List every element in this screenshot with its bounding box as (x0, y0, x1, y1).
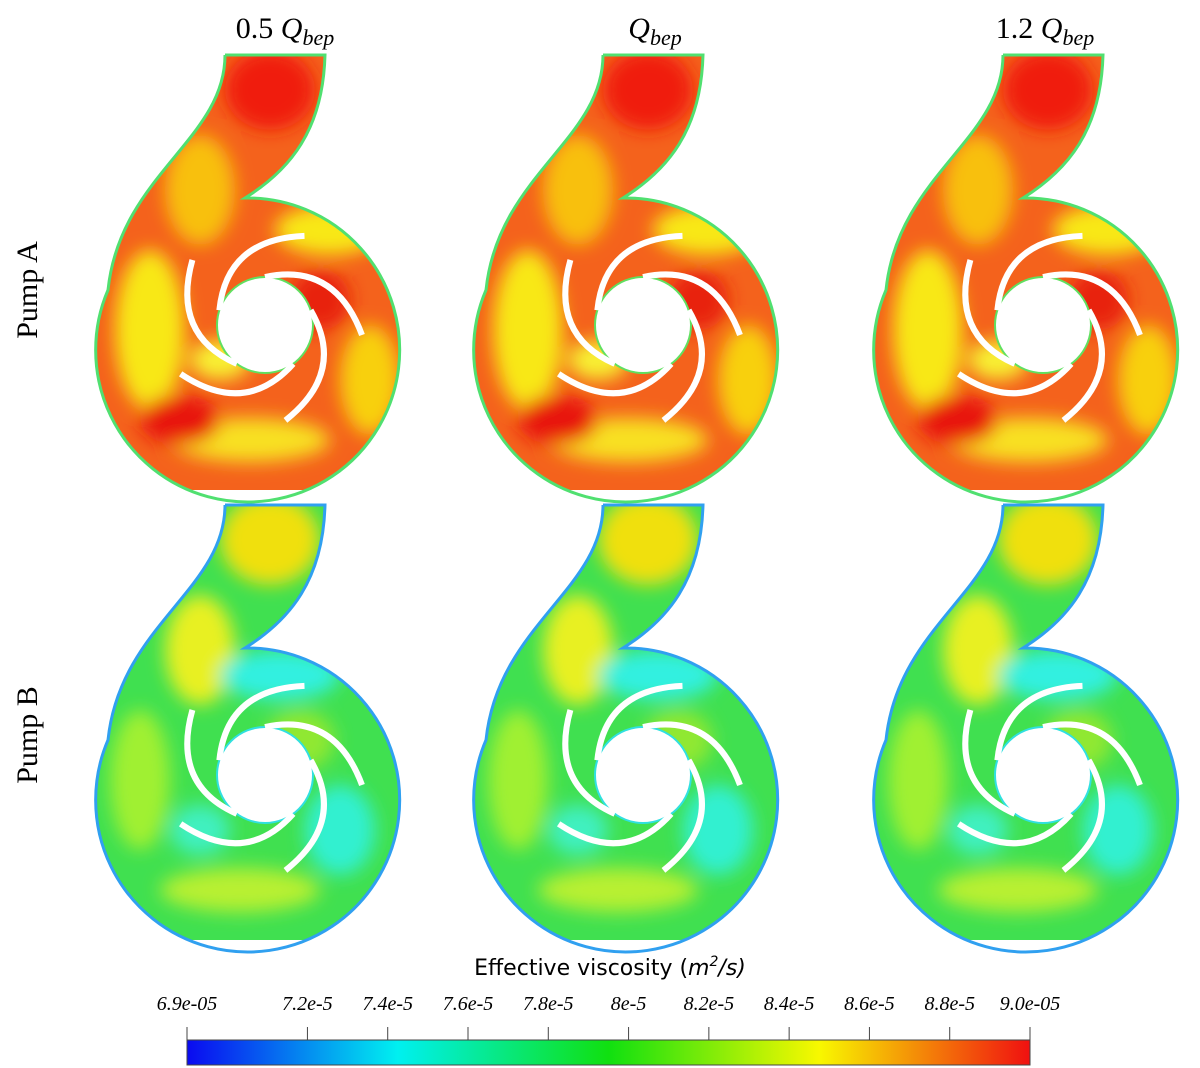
tick-label: 8.6e-5 (844, 993, 895, 1015)
subscript: bep (650, 25, 682, 50)
contour-plot (468, 490, 808, 952)
unit-exponent: 2 (709, 954, 718, 970)
tick-label: 8e-5 (611, 993, 647, 1015)
symbol: Q (281, 12, 303, 45)
tick-label: 8.8e-5 (924, 993, 975, 1015)
contour-plot (868, 490, 1200, 952)
tick-label: 9.0e-05 (1000, 993, 1061, 1015)
colorbar (186, 1039, 1031, 1066)
tick-label: 7.2e-5 (282, 993, 333, 1015)
unit-base: m (688, 956, 709, 981)
tick-label: 7.4e-5 (362, 993, 413, 1015)
column-header: 0.5 Qbep (236, 12, 334, 50)
coefficient: 1.2 (996, 12, 1034, 45)
tick-label: 7.6e-5 (443, 993, 494, 1015)
contour-plot (90, 40, 430, 502)
column-header: 1.2 Qbep (996, 12, 1094, 50)
symbol: Q (1041, 12, 1063, 45)
tick-label: 6.9e-05 (157, 993, 218, 1015)
row-label: Pump B (11, 686, 44, 784)
contour-plot (868, 40, 1200, 502)
colorbar-title: Effective viscosity (m2/s) (474, 954, 746, 981)
tick-label: 7.8e-5 (523, 993, 574, 1015)
column-header: Qbep (628, 12, 681, 50)
contour-plot (468, 40, 808, 502)
subscript: bep (302, 25, 334, 50)
coefficient: 0.5 (236, 12, 274, 45)
tick-label: 8.2e-5 (684, 993, 735, 1015)
symbol: Q (628, 12, 650, 45)
subscript: bep (1062, 25, 1094, 50)
contour-plot (90, 490, 430, 952)
row-label: Pump A (11, 241, 44, 339)
title-text: Effective viscosity ( (474, 956, 688, 981)
unit-rest: /s) (716, 956, 745, 981)
tick-label: 8.4e-5 (764, 993, 815, 1015)
